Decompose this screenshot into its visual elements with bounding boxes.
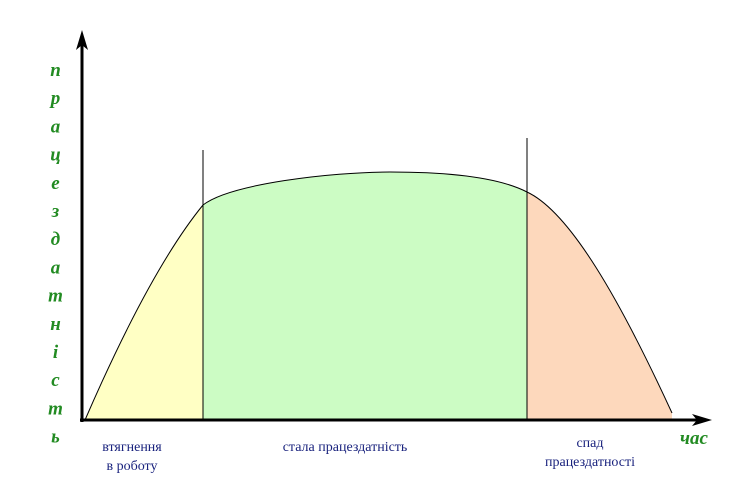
phase-label-line: спад (576, 436, 604, 451)
phase-3-area (527, 192, 672, 420)
phase-label: стала працездатність (245, 438, 445, 457)
curve (84, 171, 673, 421)
phase-2-area (203, 172, 527, 420)
x-arrow (692, 414, 712, 426)
phase-label-line: стала працездатність (282, 440, 408, 455)
phase-label: спад працездатності (530, 434, 650, 472)
phase-label: втягнення в роботу (82, 438, 182, 476)
x-axis-label: час (680, 428, 708, 449)
phase-label-line: втягнення (102, 440, 162, 455)
phase-1-area (85, 205, 203, 420)
phase-label-line: в роботу (106, 459, 158, 474)
y-axis-label: працездатність (45, 60, 66, 455)
phase-label-line: працездатності (544, 455, 635, 470)
y-arrow (76, 30, 88, 50)
